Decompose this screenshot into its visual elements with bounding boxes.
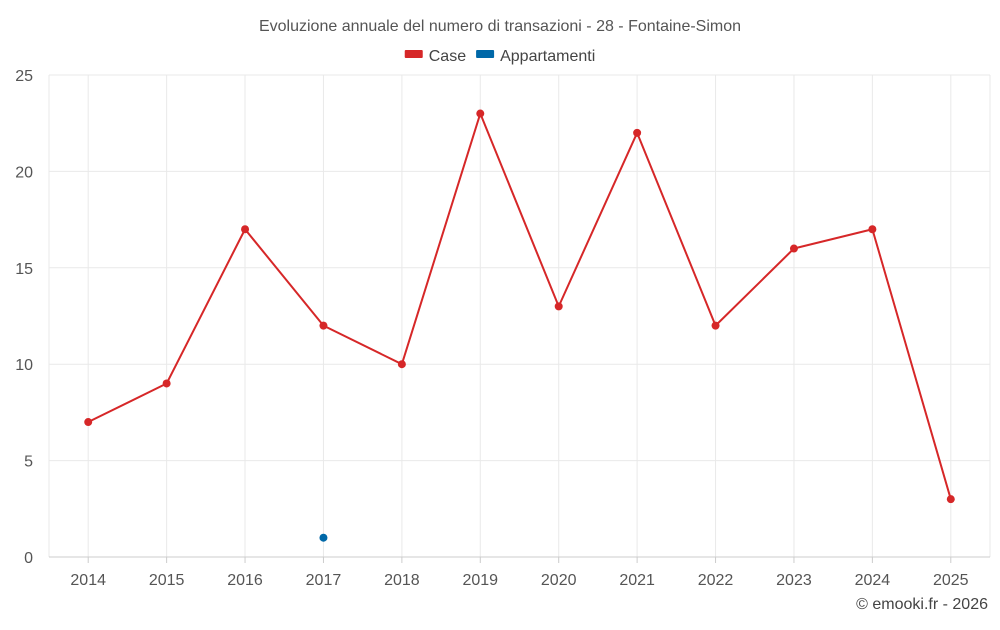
y-tick-label: 15: [15, 261, 33, 278]
data-point-0: [241, 225, 250, 234]
axis-layer: [49, 556, 990, 563]
chart-title: Evoluzione annuale del numero di transaz…: [259, 18, 741, 35]
data-point-0: [397, 360, 406, 369]
x-tick-label: 2017: [306, 572, 342, 589]
data-point-0: [162, 379, 171, 388]
x-tick-label: 2014: [70, 572, 106, 589]
x-tick-label: 2018: [384, 572, 420, 589]
legend-item-1[interactable]: Appartamenti: [476, 48, 595, 65]
data-point-1: [319, 533, 328, 542]
legend-label: Case: [429, 48, 466, 65]
legend-item-0[interactable]: Case: [404, 48, 466, 65]
x-tick-label: 2024: [855, 572, 891, 589]
legend-label: Appartamenti: [500, 48, 595, 65]
series-line-0: [87, 112, 952, 500]
y-tick-label: 0: [24, 550, 33, 567]
x-tick-label: 2021: [619, 572, 655, 589]
x-tick-label: 2015: [149, 572, 185, 589]
x-tick-label: 2023: [776, 572, 812, 589]
data-point-0: [868, 225, 877, 234]
data-point-0: [711, 321, 720, 330]
x-tick-label: 2022: [698, 572, 734, 589]
x-tick-label: 2019: [462, 572, 498, 589]
legend-swatch: [476, 50, 495, 58]
data-point-0: [319, 321, 328, 330]
data-point-0: [84, 418, 93, 427]
y-tick-label: 10: [15, 357, 33, 374]
data-point-0: [554, 302, 563, 311]
legend-swatch: [404, 50, 423, 58]
y-tick-label: 20: [15, 164, 33, 181]
y-tick-label: 5: [24, 454, 33, 471]
credit-text: © emooki.fr - 2026: [856, 596, 988, 613]
legend: Case Appartamenti: [404, 48, 595, 65]
x-tick-label: 2025: [933, 572, 969, 589]
data-point-0: [476, 109, 485, 118]
grid-layer: [48, 74, 991, 557]
x-tick-label: 2020: [541, 572, 577, 589]
y-tick-label: 25: [15, 68, 33, 85]
data-point-0: [633, 128, 642, 137]
data-point-0: [946, 495, 955, 504]
data-point-0: [789, 244, 798, 253]
series-layer: [84, 109, 955, 542]
x-tick-label: 2016: [227, 572, 263, 589]
